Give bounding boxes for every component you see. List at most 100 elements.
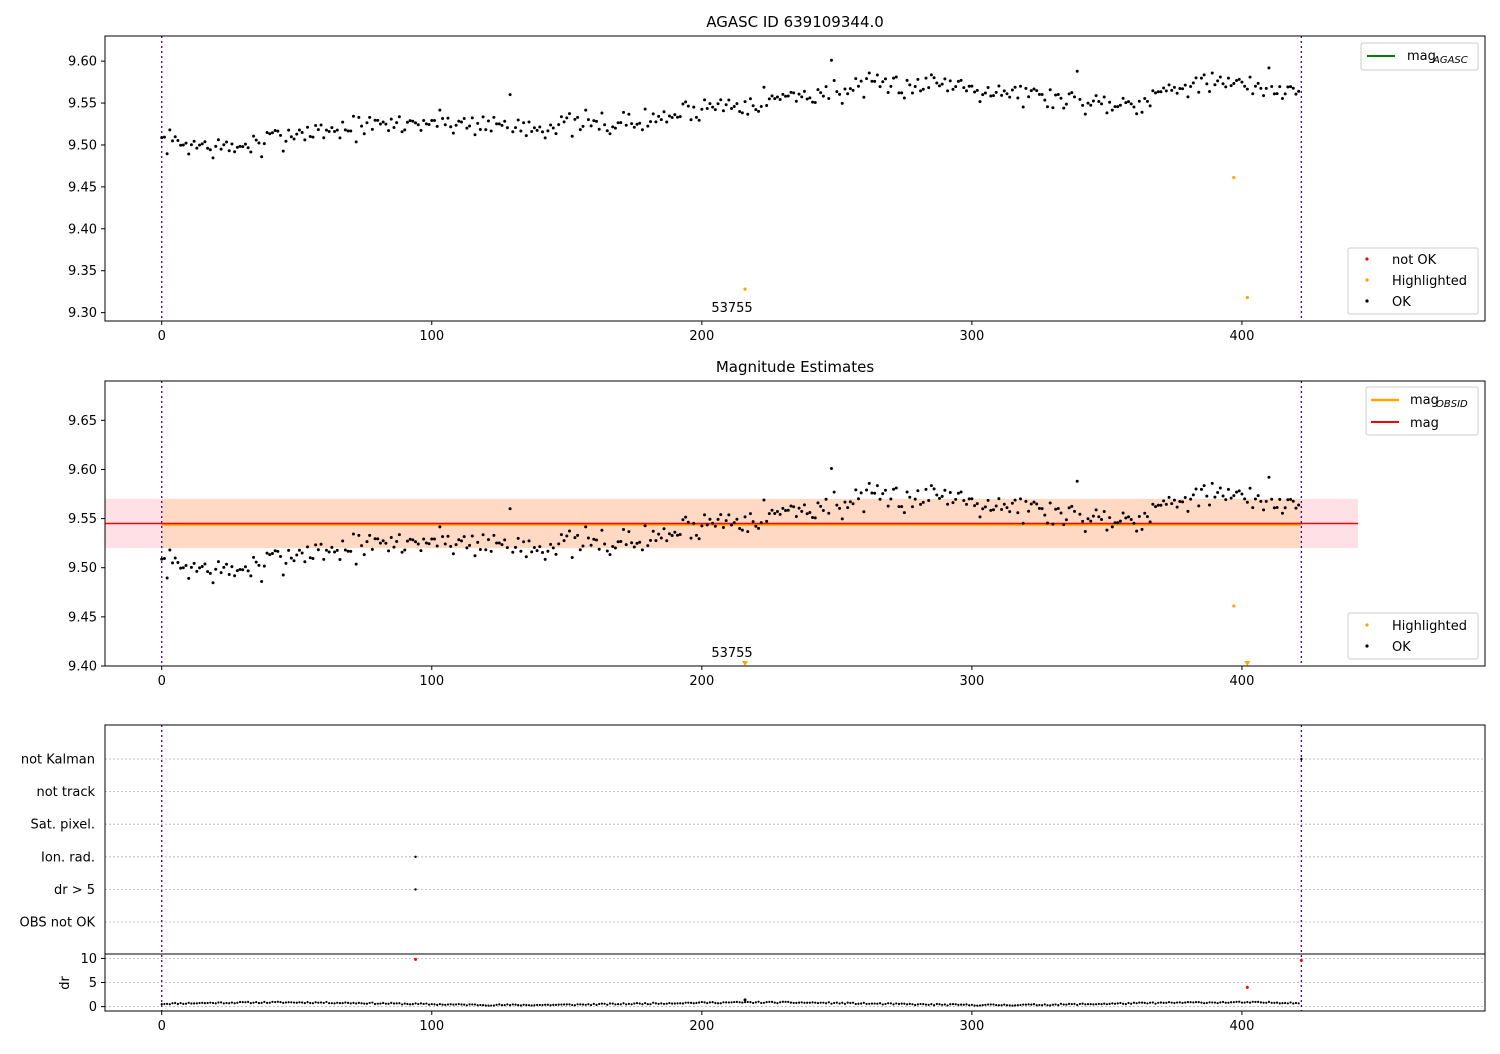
- dr-point: [203, 1002, 207, 1005]
- ok-point: [1280, 97, 1284, 101]
- x-tick-label: 200: [689, 329, 714, 344]
- ok-point: [292, 559, 296, 563]
- ok-point: [287, 128, 291, 132]
- dr-point: [1286, 1002, 1289, 1005]
- ok-point: [1046, 521, 1050, 525]
- dr-point: [1003, 1003, 1006, 1006]
- dr-point: [384, 1002, 387, 1005]
- ok-point: [1164, 89, 1168, 93]
- ok-point: [1181, 500, 1185, 504]
- ok-point: [619, 539, 623, 543]
- ok-point: [983, 91, 987, 95]
- ok-point: [500, 123, 504, 127]
- ok-point: [257, 563, 261, 567]
- ok-point: [643, 107, 647, 111]
- dr-point: [546, 1003, 549, 1006]
- ok-point: [1024, 499, 1028, 503]
- ok-point: [270, 551, 274, 555]
- dr-point: [1178, 1001, 1181, 1004]
- ok-point: [811, 515, 815, 519]
- dr-point: [746, 1000, 749, 1004]
- dr-point: [368, 1001, 371, 1005]
- ok-point: [975, 88, 979, 92]
- dr-point: [671, 1002, 674, 1005]
- dr-point: [1176, 1001, 1179, 1004]
- ok-point: [951, 501, 955, 505]
- dr-point: [603, 1002, 606, 1005]
- dr-point: [665, 1002, 668, 1005]
- dr-point: [679, 1002, 682, 1005]
- dr-point: [571, 1003, 574, 1007]
- dr-point: [581, 1003, 585, 1006]
- ok-point: [1018, 497, 1022, 501]
- dr-point: [217, 1001, 220, 1004]
- dr-point: [382, 1001, 385, 1005]
- ok-point: [781, 506, 785, 510]
- dr-point: [303, 1002, 306, 1005]
- ok-point: [1113, 521, 1117, 525]
- ok-point: [430, 537, 434, 541]
- legend-not-ok-label: not OK: [1392, 253, 1437, 268]
- dr-point: [498, 1003, 501, 1006]
- dr-point: [230, 1001, 234, 1004]
- highlighted-point: [1232, 604, 1236, 608]
- panel-estimates-line-legend: mag OBSID mag: [1365, 386, 1479, 436]
- ok-point: [994, 504, 998, 508]
- dr-point: [398, 1002, 401, 1005]
- dr-point: [319, 1001, 323, 1004]
- ok-point: [243, 142, 247, 146]
- dr-point: [843, 1002, 847, 1005]
- ok-point: [881, 492, 885, 496]
- dr-point: [943, 1003, 946, 1006]
- ok-point: [1210, 71, 1214, 75]
- ok-point: [694, 115, 698, 119]
- ok-point: [894, 486, 898, 490]
- ok-point: [1070, 91, 1074, 95]
- ok-point: [1216, 491, 1220, 495]
- ok-point: [1221, 82, 1225, 86]
- ok-point: [384, 541, 388, 545]
- dr-point: [1100, 1003, 1103, 1006]
- dr-point: [954, 1003, 957, 1006]
- ok-point: [932, 487, 936, 491]
- dr-point: [1186, 1001, 1190, 1004]
- ok-point: [954, 497, 958, 501]
- y-tick-label: 9.60: [68, 55, 97, 70]
- plot-frame: [104, 35, 1486, 322]
- dr-point: [414, 1002, 417, 1005]
- dr-point: [792, 1001, 795, 1005]
- ok-point: [627, 530, 631, 534]
- dr-point: [833, 1001, 836, 1005]
- ok-point: [470, 116, 474, 120]
- ok-point: [913, 497, 917, 501]
- dr-point: [1116, 1002, 1119, 1005]
- dr-point: [160, 1002, 163, 1006]
- ok-point: [322, 557, 326, 561]
- x-tick-label: 0: [158, 1019, 166, 1034]
- ok-point: [389, 117, 393, 121]
- ok-point: [646, 544, 650, 548]
- ok-point: [546, 549, 550, 553]
- dr-point: [649, 1003, 652, 1006]
- ok-point: [703, 98, 707, 102]
- ok-point: [546, 129, 550, 133]
- ok-point: [719, 98, 723, 102]
- ok-point: [584, 108, 588, 112]
- dr-point: [268, 1001, 271, 1004]
- ok-point: [392, 125, 396, 129]
- ok-point: [538, 125, 542, 129]
- ok-point: [813, 100, 817, 104]
- dr-point: [330, 1002, 333, 1005]
- flag-point: [414, 888, 417, 891]
- ok-point: [962, 86, 966, 90]
- ok-point: [1199, 487, 1203, 491]
- dr-point: [627, 1002, 631, 1005]
- dr-point: [884, 1002, 887, 1006]
- ok-point: [211, 581, 215, 585]
- ok-point: [322, 136, 326, 140]
- ok-point: [265, 551, 269, 555]
- dr-outlier-point: [743, 998, 747, 1002]
- ok-point: [324, 548, 328, 552]
- ok-point: [713, 524, 717, 528]
- ok-point: [160, 557, 164, 561]
